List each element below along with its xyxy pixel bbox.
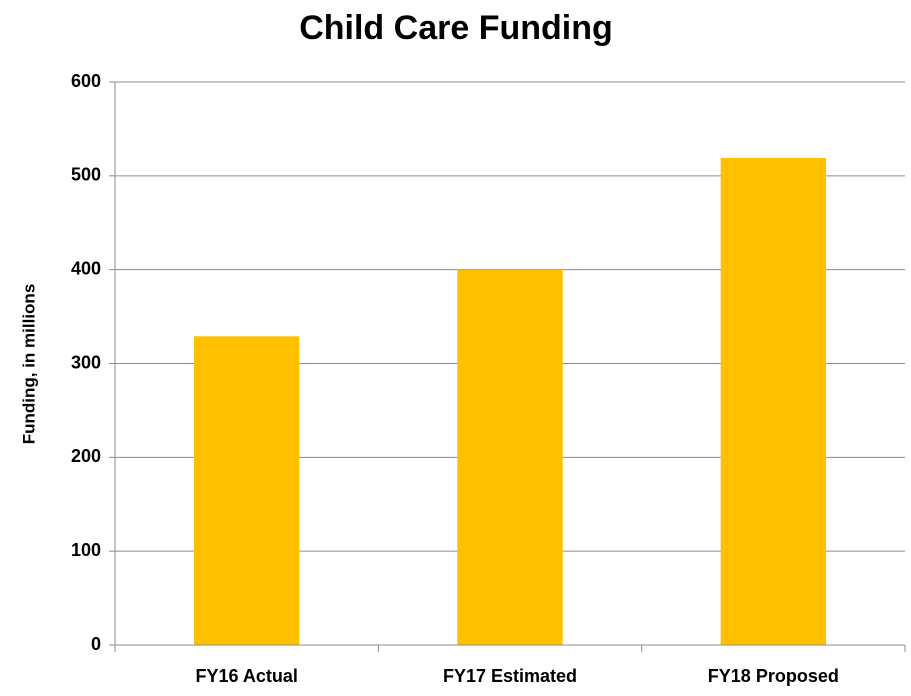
- bar: [194, 336, 300, 645]
- y-axis-label: Funding, in millions: [19, 284, 38, 445]
- y-tick-label: 100: [71, 540, 101, 560]
- chart-title: Child Care Funding: [299, 9, 613, 47]
- bar: [457, 269, 563, 645]
- y-tick-label: 500: [71, 165, 101, 185]
- y-tick-label: 200: [71, 446, 101, 466]
- y-tick-label: 400: [71, 258, 101, 278]
- bar: [720, 158, 826, 645]
- x-tick-label: FY18 Proposed: [708, 666, 839, 686]
- x-tick-label: FY16 Actual: [195, 666, 297, 686]
- y-tick-label: 600: [71, 71, 101, 91]
- y-tick-label: 0: [91, 634, 101, 654]
- x-tick-label: FY17 Estimated: [443, 666, 577, 686]
- y-tick-label: 300: [71, 352, 101, 372]
